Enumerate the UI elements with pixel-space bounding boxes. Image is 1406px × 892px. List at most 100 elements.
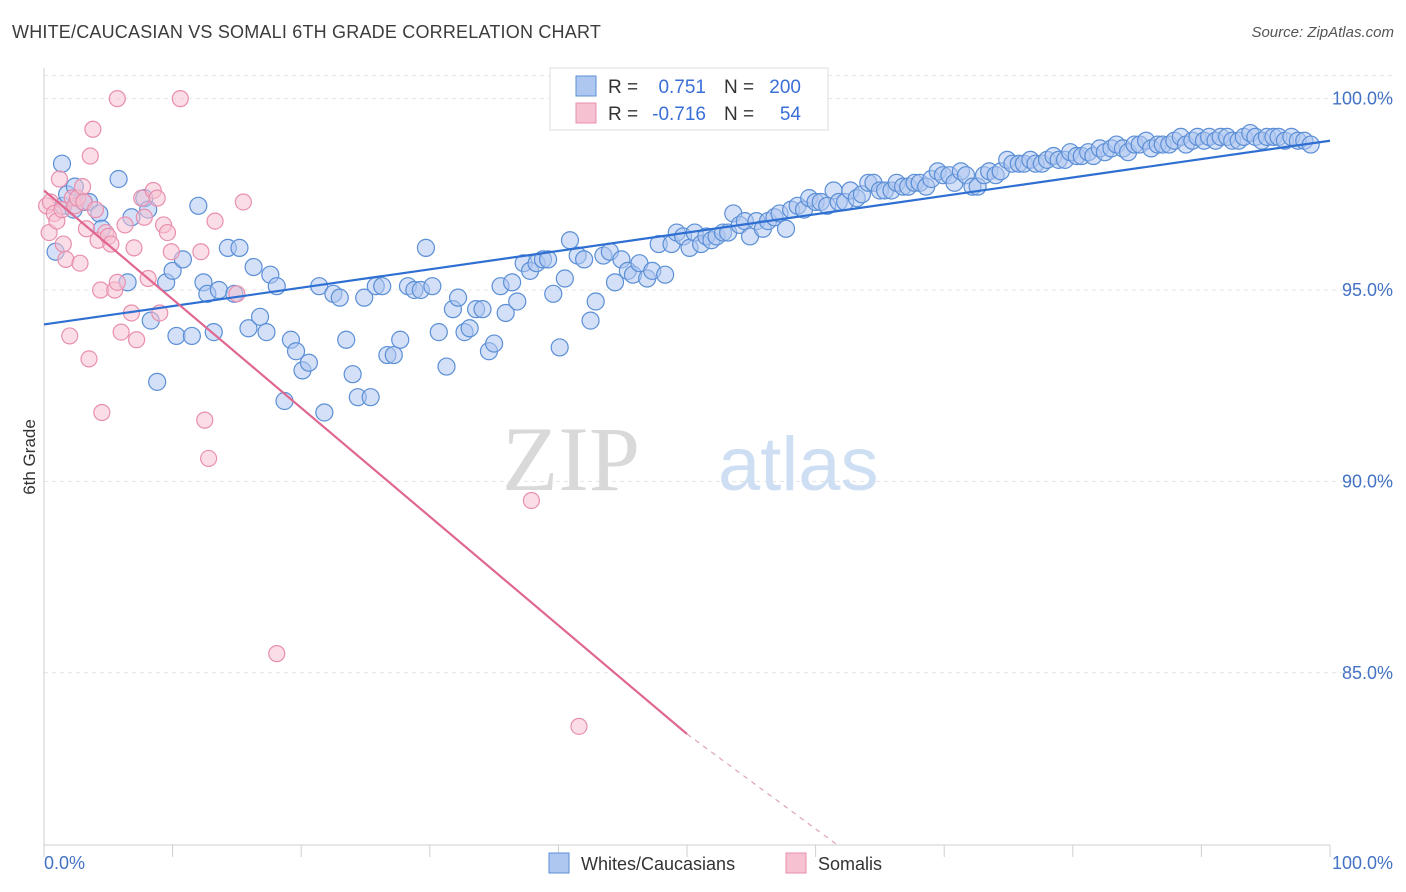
point-whites	[343, 365, 362, 384]
source-credit: Source: ZipAtlas.com	[1251, 24, 1394, 41]
point-whites	[423, 277, 442, 296]
point-whites	[437, 357, 456, 376]
point-somalis	[80, 350, 98, 368]
legend-r-label-0: R =	[608, 77, 638, 98]
point-whites	[257, 323, 276, 342]
point-somalis	[77, 220, 96, 238]
x-tick-label-min: 0.0%	[44, 853, 85, 873]
point-whites	[776, 219, 796, 238]
point-whites	[586, 292, 605, 311]
point-whites	[239, 319, 258, 338]
point-somalis	[108, 90, 126, 108]
point-whites	[361, 388, 380, 407]
y-tick-label: 100.0%	[1332, 89, 1393, 109]
series-legend-swatch-whites	[548, 852, 570, 874]
series-whites-points	[46, 123, 1320, 422]
point-somalis	[162, 243, 180, 261]
point-whites	[539, 250, 558, 269]
point-whites	[485, 334, 504, 353]
legend-r-label-1: R =	[608, 104, 638, 125]
series-legend-label-whites: Whites/Caucasians	[581, 854, 735, 874]
point-whites	[416, 238, 436, 257]
point-somalis	[171, 90, 189, 108]
point-whites	[384, 345, 403, 365]
point-whites	[429, 323, 448, 342]
point-whites	[605, 273, 625, 292]
point-whites	[560, 231, 580, 250]
point-somalis	[86, 201, 105, 219]
point-somalis	[158, 223, 177, 242]
watermark-atlas: atlas	[718, 422, 879, 507]
point-whites	[148, 372, 167, 391]
point-somalis	[57, 250, 75, 268]
point-whites	[355, 288, 374, 307]
point-somalis	[50, 170, 69, 188]
point-whites	[182, 326, 201, 346]
y-axis-label: 6th Grade	[20, 419, 39, 495]
point-whites	[167, 326, 186, 346]
legend-n-value-0: 200	[769, 77, 801, 98]
correlation-legend: R = 0.751 N = 200 R = -0.716 N = 54	[549, 67, 829, 131]
y-tick-label: 90.0%	[1342, 471, 1393, 491]
point-whites	[230, 238, 249, 257]
chart-title: WHITE/CAUCASIAN VS SOMALI 6TH GRADE CORR…	[12, 22, 602, 42]
point-whites	[209, 280, 228, 300]
point-somalis	[135, 208, 153, 226]
point-somalis	[102, 235, 120, 253]
point-whites	[330, 288, 349, 307]
point-somalis	[268, 645, 286, 663]
point-whites	[299, 353, 319, 372]
point-somalis	[61, 327, 79, 345]
series-legend-swatch-somalis	[785, 852, 807, 874]
point-whites	[656, 265, 675, 284]
y-tick-label: 85.0%	[1342, 663, 1393, 683]
legend-n-label-1: N =	[724, 104, 754, 125]
point-whites	[189, 196, 208, 215]
point-whites	[581, 311, 600, 330]
point-somalis	[108, 273, 126, 291]
point-whites	[52, 154, 72, 173]
trend-line-whites	[43, 139, 1331, 326]
series-legend-label-somalis: Somalis	[818, 854, 882, 874]
point-somalis	[234, 193, 252, 211]
point-whites	[448, 288, 468, 307]
point-whites	[473, 300, 492, 319]
series-legend: Whites/Caucasians Somalis	[548, 852, 882, 874]
trend-line-somalis	[43, 189, 688, 735]
point-whites	[163, 261, 182, 280]
point-whites	[460, 319, 479, 338]
point-somalis	[116, 216, 134, 234]
point-whites	[503, 273, 522, 292]
legend-r-value-1: -0.716	[652, 104, 706, 125]
y-tick-label: 95.0%	[1342, 280, 1393, 300]
legend-n-label-0: N =	[724, 77, 754, 98]
point-somalis	[192, 243, 210, 261]
y-tick-labels: 85.0% 90.0% 95.0% 100.0%	[1332, 89, 1393, 683]
point-whites	[391, 330, 410, 349]
x-tick-label-max: 100.0%	[1332, 853, 1393, 873]
point-whites	[544, 284, 563, 303]
point-somalis	[522, 491, 540, 510]
point-somalis	[112, 323, 130, 341]
point-whites	[337, 330, 356, 349]
point-somalis	[228, 285, 246, 303]
legend-r-value-0: 0.751	[658, 77, 706, 98]
point-somalis	[125, 239, 143, 257]
point-somalis	[200, 449, 218, 468]
point-whites	[575, 250, 594, 269]
point-whites	[286, 342, 306, 361]
point-whites	[250, 307, 270, 326]
series-somalis-points	[37, 90, 588, 735]
point-whites	[508, 292, 527, 311]
point-somalis	[148, 189, 166, 207]
point-whites	[109, 169, 128, 189]
point-whites	[550, 338, 569, 357]
point-somalis	[81, 147, 99, 165]
watermark-zip: ZIP	[502, 408, 640, 510]
point-whites	[555, 269, 574, 288]
point-somalis	[127, 331, 146, 349]
point-whites	[373, 277, 392, 296]
point-somalis	[73, 178, 92, 196]
point-somalis	[570, 717, 588, 735]
